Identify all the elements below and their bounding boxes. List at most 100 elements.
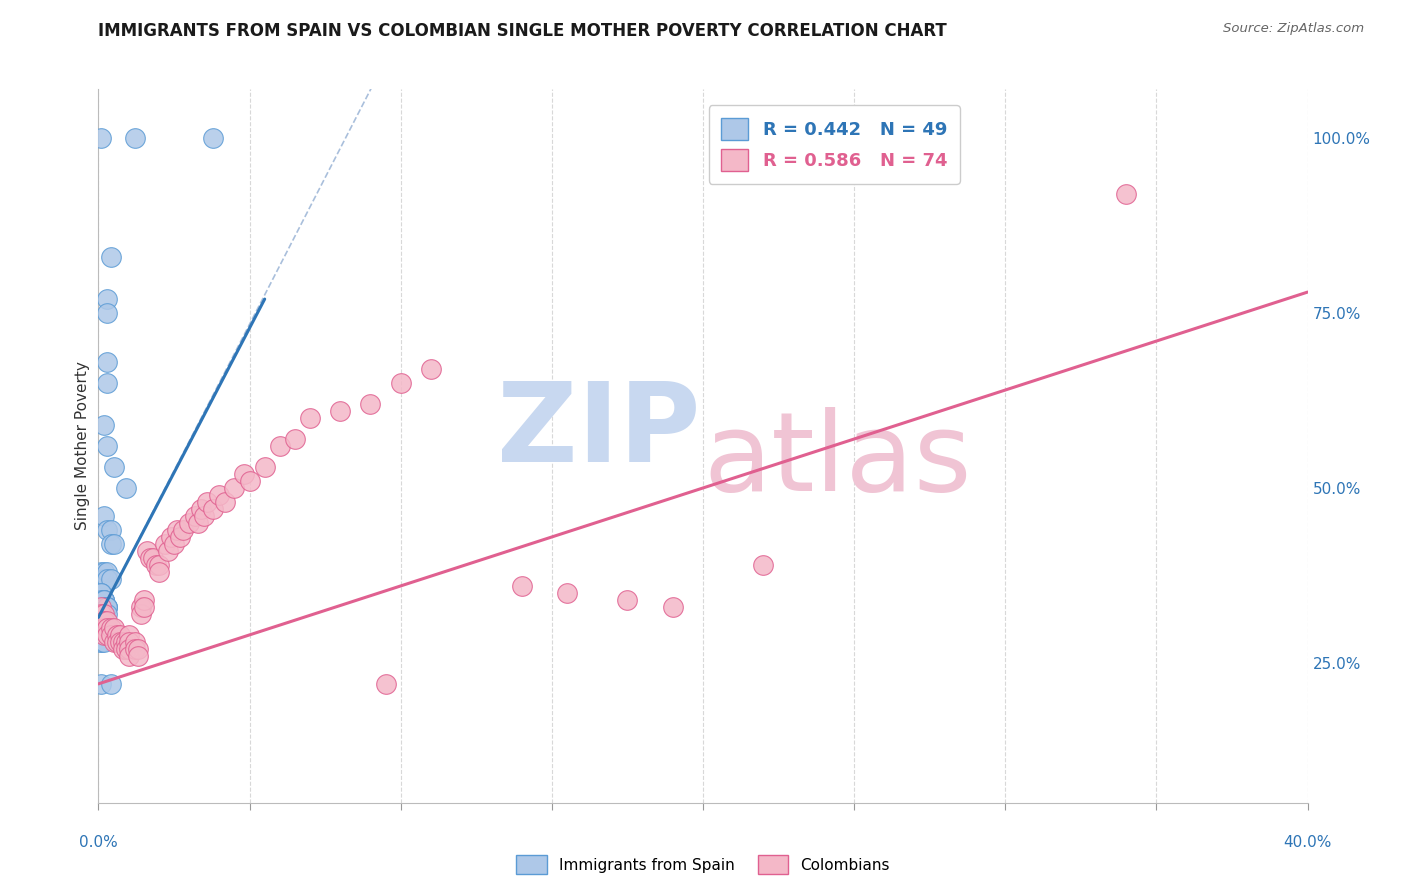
Point	[96, 621, 118, 635]
Point	[360, 397, 382, 411]
Point	[145, 558, 167, 572]
Point	[179, 516, 201, 530]
Point	[160, 530, 183, 544]
Point	[389, 376, 412, 390]
Point	[420, 362, 443, 376]
Point	[193, 508, 215, 523]
Point	[90, 586, 112, 600]
Point	[100, 677, 122, 691]
Point	[93, 635, 115, 649]
Point	[93, 508, 115, 523]
Point	[90, 565, 112, 579]
Point	[96, 306, 118, 320]
Point	[510, 579, 533, 593]
Point	[202, 502, 225, 516]
Point	[127, 641, 149, 656]
Point	[96, 614, 118, 628]
Point	[96, 292, 118, 306]
Point	[132, 593, 155, 607]
Point	[118, 648, 141, 663]
Point	[232, 467, 254, 481]
Point	[90, 607, 112, 621]
Point	[214, 495, 236, 509]
Point	[96, 599, 118, 614]
Point	[208, 488, 231, 502]
Point	[90, 614, 112, 628]
Point	[93, 621, 115, 635]
Point	[108, 635, 131, 649]
Point	[96, 621, 118, 635]
Point	[96, 572, 118, 586]
Point	[124, 635, 146, 649]
Text: Source: ZipAtlas.com: Source: ZipAtlas.com	[1223, 22, 1364, 36]
Point	[329, 404, 352, 418]
Point	[96, 607, 118, 621]
Point	[118, 641, 141, 656]
Point	[96, 599, 118, 614]
Point	[93, 599, 115, 614]
Point	[90, 628, 112, 642]
Text: atlas: atlas	[703, 407, 972, 514]
Point	[616, 593, 638, 607]
Point	[662, 599, 685, 614]
Point	[148, 558, 170, 572]
Point	[93, 572, 115, 586]
Point	[105, 628, 128, 642]
Point	[114, 641, 136, 656]
Point	[202, 131, 225, 145]
Point	[374, 677, 396, 691]
Point	[93, 614, 115, 628]
Point	[90, 635, 112, 649]
Point	[103, 635, 125, 649]
Point	[1115, 187, 1137, 202]
Text: 0.0%: 0.0%	[79, 836, 118, 850]
Point	[90, 635, 112, 649]
Point	[100, 250, 122, 264]
Point	[90, 628, 112, 642]
Point	[239, 474, 262, 488]
Point	[132, 599, 155, 614]
Point	[90, 599, 112, 614]
Text: ZIP: ZIP	[498, 378, 700, 485]
Point	[127, 648, 149, 663]
Point	[129, 607, 152, 621]
Point	[108, 628, 131, 642]
Point	[90, 607, 112, 621]
Point	[114, 481, 136, 495]
Point	[90, 593, 112, 607]
Point	[100, 628, 122, 642]
Point	[96, 565, 118, 579]
Point	[105, 635, 128, 649]
Point	[118, 628, 141, 642]
Point	[96, 439, 118, 453]
Point	[100, 523, 122, 537]
Point	[90, 614, 112, 628]
Point	[129, 599, 152, 614]
Point	[93, 593, 115, 607]
Point	[135, 544, 157, 558]
Point	[93, 621, 115, 635]
Point	[253, 460, 276, 475]
Point	[96, 376, 118, 390]
Point	[187, 516, 209, 530]
Point	[148, 565, 170, 579]
Point	[111, 641, 134, 656]
Point	[100, 572, 122, 586]
Point	[169, 530, 191, 544]
Point	[90, 614, 112, 628]
Point	[93, 417, 115, 432]
Point	[100, 621, 122, 635]
Point	[124, 641, 146, 656]
Point	[190, 502, 212, 516]
Point	[118, 635, 141, 649]
Point	[103, 621, 125, 635]
Point	[93, 593, 115, 607]
Legend: R = 0.442   N = 49, R = 0.586   N = 74: R = 0.442 N = 49, R = 0.586 N = 74	[709, 105, 960, 184]
Point	[93, 614, 115, 628]
Point	[96, 599, 118, 614]
Point	[96, 355, 118, 369]
Point	[111, 635, 134, 649]
Point	[93, 614, 115, 628]
Point	[114, 635, 136, 649]
Point	[166, 523, 188, 537]
